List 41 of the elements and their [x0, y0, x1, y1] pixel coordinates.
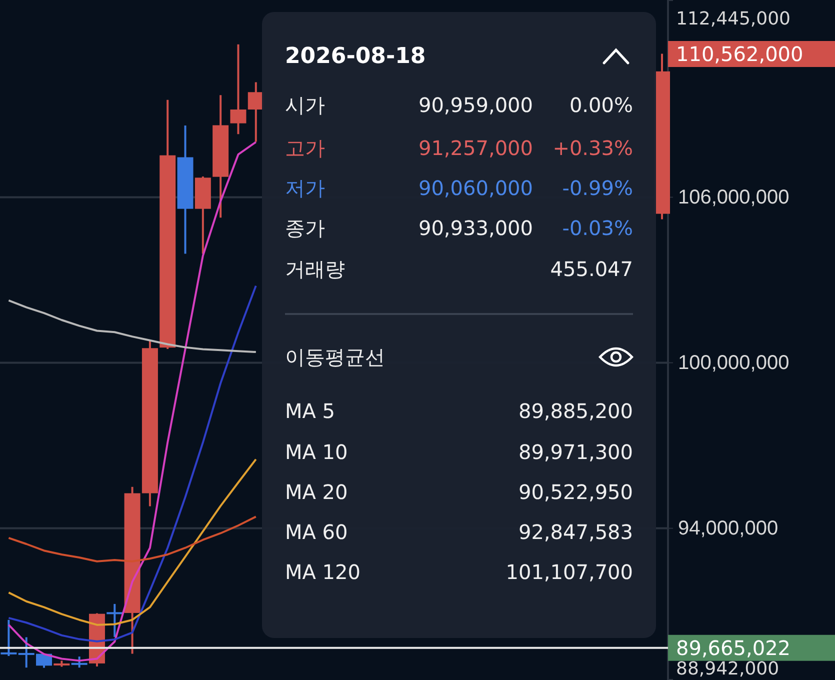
annotation: 455.047 — [550, 257, 633, 281]
text: 110,562,000 — [676, 42, 804, 66]
annotation: 거래량 — [285, 257, 345, 281]
annotation: 이동평균선 — [285, 345, 385, 369]
line-series — [8, 284, 257, 642]
annotation: MA 10 — [285, 440, 348, 464]
annotation: 0.00% — [569, 93, 633, 117]
y-tick-label: 106,000,000 — [678, 186, 790, 209]
y-tick-label: 94,000,000 — [678, 518, 778, 540]
text: 2026-08-18 — [285, 44, 426, 69]
candlestick — [0, 618, 17, 657]
annotation: -0.99% — [562, 176, 633, 200]
annotation: 90,060,000 — [418, 176, 533, 200]
annotation: 저가 — [285, 176, 325, 200]
annotation: MA 60 — [285, 520, 348, 544]
annotation: 고가 — [285, 136, 325, 160]
annotation: 종가 — [285, 216, 325, 240]
annotation: 91,257,000 — [418, 136, 533, 160]
annotation: 101,107,700 — [506, 560, 633, 584]
candlestick — [106, 602, 123, 638]
annotation: 89,885,200 — [518, 399, 633, 423]
annotation: +0.33% — [552, 136, 633, 160]
line-series — [8, 458, 257, 626]
text: 88,942,000 — [676, 658, 780, 680]
annotation: MA 20 — [285, 480, 348, 504]
annotation: 89,971,300 — [518, 440, 633, 464]
annotation: 92,847,583 — [518, 520, 633, 544]
line-series — [8, 516, 257, 562]
annotation: 시가 — [285, 93, 325, 117]
ref-line-label: 89,665,022 — [676, 636, 791, 660]
annotation: 90,959,000 — [418, 93, 533, 117]
annotation: -0.03% — [562, 216, 633, 240]
annotation: MA 5 — [285, 399, 336, 423]
y-tick-label: 100,000,000 — [678, 352, 790, 374]
line-series — [8, 299, 257, 353]
text: 112,445,000 — [676, 8, 791, 30]
candlestick — [230, 43, 246, 136]
annotation: 90,522,950 — [518, 480, 633, 504]
annotation: MA 120 — [285, 560, 360, 584]
candlestick — [71, 656, 88, 669]
annotation: 90,933,000 — [418, 216, 533, 240]
